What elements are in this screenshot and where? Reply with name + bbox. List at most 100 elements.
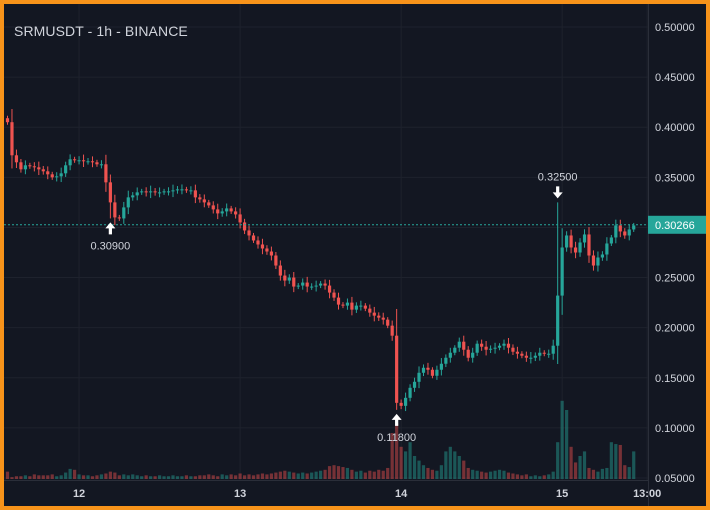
candle-body (242, 222, 247, 231)
candle-body (314, 285, 318, 287)
volume-bar (448, 446, 452, 479)
volume-bar (278, 471, 282, 479)
volume-bar (605, 467, 609, 479)
candle-body (386, 319, 390, 326)
volume-bar (560, 400, 564, 479)
volume-bar (166, 476, 171, 479)
volume-bar (55, 476, 59, 479)
volume-bar (81, 475, 86, 479)
volume-bar (520, 475, 524, 479)
time-axis[interactable]: 12 13 14 15 13:00 (4, 480, 661, 501)
price-tick-label: 0.45000 (655, 72, 695, 84)
candle-body (493, 347, 497, 349)
volume-bar (193, 476, 197, 479)
volume-bar (511, 473, 515, 479)
volume-bar (408, 442, 412, 479)
price-tick-label: 0.35000 (655, 172, 695, 184)
volume-bar (202, 475, 206, 479)
candle-body (14, 155, 19, 163)
volume-bar (596, 471, 600, 479)
volume-bar (14, 476, 19, 479)
candle-body (202, 199, 206, 203)
volume-bar (157, 475, 162, 479)
volume-bar (153, 476, 157, 479)
price-annotations: 0.30900 0.11800 0.32500 (90, 171, 577, 443)
volume-bar (86, 475, 90, 479)
candle-body (556, 295, 560, 346)
time-tick-label: 15 (556, 488, 568, 500)
candle-body (502, 343, 506, 346)
candle-body (430, 369, 435, 376)
candle-body (363, 305, 367, 309)
candle-body (296, 285, 300, 287)
volume-bar (363, 472, 367, 479)
volume-bar (591, 469, 596, 479)
candle-body (153, 191, 157, 193)
volume-bar (332, 465, 336, 479)
price-axis[interactable]: 0.500000.450000.400000.350000.300000.250… (648, 4, 706, 506)
volume-bar (627, 467, 631, 479)
volume-bar (506, 472, 511, 479)
candle-body (278, 265, 282, 276)
candle-body (591, 255, 596, 266)
candle-body (565, 235, 569, 248)
candle-body (327, 285, 332, 293)
volume-bar (475, 470, 479, 479)
candle-body (515, 351, 520, 354)
candle-body (368, 308, 372, 313)
price-tick-label: 0.10000 (655, 423, 695, 435)
candle-body (113, 202, 117, 218)
candle-body (551, 345, 555, 354)
candle-body (399, 402, 403, 406)
candle-body (68, 159, 72, 166)
candle-body (372, 312, 376, 316)
volume-bar (117, 475, 121, 479)
candle-body (421, 367, 426, 373)
candle-body (247, 230, 251, 236)
candle-body (408, 387, 412, 398)
volume-bar (547, 474, 551, 479)
volume-bar (421, 465, 426, 479)
candle-body (578, 242, 582, 253)
candle-body (198, 197, 202, 200)
volume-bar (242, 475, 247, 479)
candle-body (444, 357, 448, 364)
volume-bar (162, 476, 166, 479)
candle-body (77, 160, 81, 162)
volume-bar (10, 477, 14, 479)
volume-bar (502, 470, 506, 479)
candle-body (90, 161, 95, 163)
volume-bar (565, 410, 569, 479)
candlestick-chart[interactable]: 0.30900 0.11800 0.32500 0.50000 0.45000 0.40… (4, 4, 706, 506)
volume-bar (538, 476, 542, 479)
volume-bar (211, 475, 215, 479)
volume-bar (524, 474, 528, 479)
volume-bar (104, 473, 108, 479)
candle-body (269, 251, 274, 256)
candle-body (529, 357, 533, 359)
volume-bar (359, 470, 363, 479)
chart-title: SRMUSDT - 1h - BINANCE (14, 23, 188, 39)
volume-bar (417, 460, 421, 479)
candle-body (319, 283, 323, 286)
volume-bar (573, 462, 578, 479)
volume-bar (238, 473, 242, 479)
volume-bar (444, 451, 448, 479)
candle-body (108, 182, 112, 203)
price-tick-label: 0.25000 (655, 273, 695, 285)
volume-bar (37, 475, 41, 479)
volume-bar (41, 475, 45, 479)
annotation-label: 0.11800 (377, 432, 416, 444)
volume-bar (229, 474, 233, 479)
volume-bar (609, 442, 613, 479)
volume-bar (274, 472, 278, 479)
volume-bar (32, 474, 36, 479)
volume-bar (439, 465, 443, 479)
candle-body (627, 229, 631, 236)
candle-body (377, 315, 381, 318)
volume-bar (256, 474, 260, 479)
candle-body (274, 255, 278, 266)
candle-body (426, 367, 430, 370)
candle-body (484, 346, 488, 350)
volume-bar (480, 471, 484, 479)
